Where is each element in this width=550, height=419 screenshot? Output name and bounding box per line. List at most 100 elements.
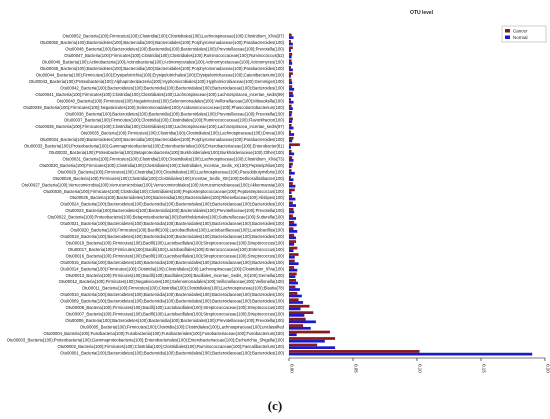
bar-normal xyxy=(289,49,291,52)
bar-normal xyxy=(289,68,293,72)
category-label: Otu00024_Bacteria(100);Bacteroidetes(100… xyxy=(60,202,284,207)
bar-cancer xyxy=(289,156,293,159)
category-label: Otu00030_Bacteria(100);Firmicutes(100);C… xyxy=(39,163,284,168)
category-label: Otu00014_Bacteria(100);Firmicutes(100);C… xyxy=(60,266,284,271)
bar-cancer xyxy=(289,46,293,50)
bar-normal xyxy=(289,255,295,259)
category-label: Otu00021_Bacteria(100);Bacteroidetes(100… xyxy=(60,221,284,226)
category-label: Otu00001_Bacteria(100);Bacteroidetes(100… xyxy=(60,350,284,355)
category-label: Otu00022_Bacteria(100);Proteobacteria(10… xyxy=(48,215,285,220)
category-label: Otu00010_Bacteria(100);Bacteroidetes(100… xyxy=(60,292,284,297)
bar-normal xyxy=(289,339,325,343)
legend-label-cancer: Cancer xyxy=(513,29,528,34)
bar-cancer xyxy=(289,285,296,289)
bar-cancer xyxy=(289,246,298,250)
bar-cancer xyxy=(289,123,292,127)
bar-cancer xyxy=(289,59,292,63)
category-label: Otu00048_Bacteria(100);Bacteroidetes(100… xyxy=(65,47,284,52)
bar-cancer xyxy=(289,253,299,256)
bar-normal xyxy=(289,217,297,220)
category-label: Otu00036_Bacteria(100);Firmicutes(100);C… xyxy=(35,124,284,129)
category-label: Otu00012_Bacteria(100);Firmicutes(100);N… xyxy=(59,279,285,284)
bar-cancer xyxy=(289,130,291,134)
category-label: Otu00020_Bacteria(100);Firmicutes(100);B… xyxy=(70,228,284,233)
category-label: Otu00027_Bacteria(100);Verrucomicrobia(1… xyxy=(21,182,284,187)
category-label: Otu00038_Bacteria(100);Bacteroidetes(100… xyxy=(65,111,284,116)
bar-normal xyxy=(289,307,301,311)
bar-normal xyxy=(289,107,293,111)
category-label: Otu00011_Bacteria(100);Firmicutes(100);C… xyxy=(82,286,285,291)
bar-normal xyxy=(289,197,296,201)
bar-cancer xyxy=(289,195,293,198)
bar-normal xyxy=(289,133,295,136)
category-label: Otu00017_Bacteria(100);Firmicutes(100);B… xyxy=(68,247,285,252)
bar-normal xyxy=(289,191,292,194)
category-label: Otu00015_Bacteria(100);Bacteroidetes(100… xyxy=(60,260,284,265)
figure-label: (c) xyxy=(267,398,283,413)
bar-normal xyxy=(289,165,292,169)
category-label: Otu00034_Bacteria(100);Bacteroidetes(100… xyxy=(40,137,285,142)
x-axis-ticks: 0.00 0.05 0.10 0.15 0.20 xyxy=(288,358,550,373)
category-label: Otu00033_Bacteria(100);Proteobacteria(10… xyxy=(24,144,285,149)
bar-normal xyxy=(289,120,293,123)
bar-normal xyxy=(289,346,336,350)
bar-normal xyxy=(289,81,293,85)
bar-cancer xyxy=(289,117,293,121)
bar-cancer xyxy=(289,214,293,218)
bar-cancer xyxy=(289,72,293,75)
bar-normal xyxy=(289,326,311,330)
category-label: Otu00050_Bacteria(100);Bacteroidetes(100… xyxy=(40,40,285,45)
category-label: Otu00039_Bacteria(100);Firmicutes(100);N… xyxy=(23,105,284,110)
bar-cancer xyxy=(289,78,292,82)
bar-normal xyxy=(289,126,294,130)
bar-normal xyxy=(289,268,298,272)
category-label: Otu00047_Bacteria(100);Firmicutes(100);C… xyxy=(64,53,284,58)
bar-normal xyxy=(289,242,295,246)
bar-cancer xyxy=(289,266,295,269)
category-label: Otu00045_Bacteria(100);Bacteroidetes(100… xyxy=(40,66,285,71)
category-label: Otu00005_Bacteria(100);Firmicutes(100);C… xyxy=(80,324,285,329)
category-label: Otu00013_Bacteria(100);Firmicutes(100);B… xyxy=(66,273,285,278)
bar-cancer xyxy=(289,136,294,140)
x-tick-label: 0.20 xyxy=(546,364,550,373)
category-label: Otu00004_Bacteria(100);Fusobacteria(100)… xyxy=(44,331,285,336)
bar-cancer xyxy=(289,182,293,185)
bar-cancer xyxy=(289,311,314,315)
bar-normal xyxy=(289,230,298,233)
chart-title: OTU level xyxy=(410,10,434,16)
bars-layer xyxy=(289,33,533,356)
bar-normal xyxy=(289,36,294,39)
category-label: Otu00029_Bacteria(100);Firmicutes(100);C… xyxy=(58,169,285,174)
category-label: Otu00007_Bacteria(100);Firmicutes(100);B… xyxy=(66,312,285,317)
bar-cancer xyxy=(289,85,293,88)
category-labels: Otu00052_Bacteria(100);Firmicutes(100);C… xyxy=(7,34,285,356)
x-tick-label: 0.15 xyxy=(482,364,487,373)
bar-normal xyxy=(289,94,294,98)
bar-normal xyxy=(289,275,296,278)
bar-cancer xyxy=(289,278,297,282)
legend: Cancer Normal xyxy=(501,25,547,43)
category-label: Otu00044_Bacteria(100);Firmicutes(100);E… xyxy=(36,72,285,77)
bar-normal xyxy=(289,62,293,65)
bar-cancer xyxy=(289,207,294,211)
legend-label-normal: Normal xyxy=(513,35,528,40)
bar-cancer xyxy=(289,149,292,153)
category-label: Otu00035_Bacteria(100);Firmicutes(100);C… xyxy=(81,131,285,136)
category-label: Otu00040_Bacteria(100);Firmicutes(100);N… xyxy=(57,98,285,103)
bar-cancer xyxy=(289,188,295,192)
category-label: Otu00043_Bacteria(100);Proteobacteria(10… xyxy=(29,79,285,84)
bar-cancer xyxy=(289,291,298,295)
bar-cancer xyxy=(289,304,310,308)
bar-normal xyxy=(289,146,291,149)
bar-normal xyxy=(289,223,297,227)
bar-cancer xyxy=(289,91,293,95)
bar-normal xyxy=(289,249,294,253)
category-label: Otu00019_Bacteria(100);Bacteroidetes(100… xyxy=(60,234,284,239)
legend-box xyxy=(501,25,547,43)
bar-cancer xyxy=(289,143,300,147)
bar-cancer xyxy=(289,65,291,69)
bar-cancer xyxy=(289,52,293,56)
category-label: Otu00031_Bacteria(100);Firmicutes(100);C… xyxy=(63,156,285,161)
category-label: Otu00052_Bacteria(100);Firmicutes(100);C… xyxy=(63,34,285,39)
category-label: Otu00046_Bacteria(100);Actinobacteria(10… xyxy=(42,60,285,65)
